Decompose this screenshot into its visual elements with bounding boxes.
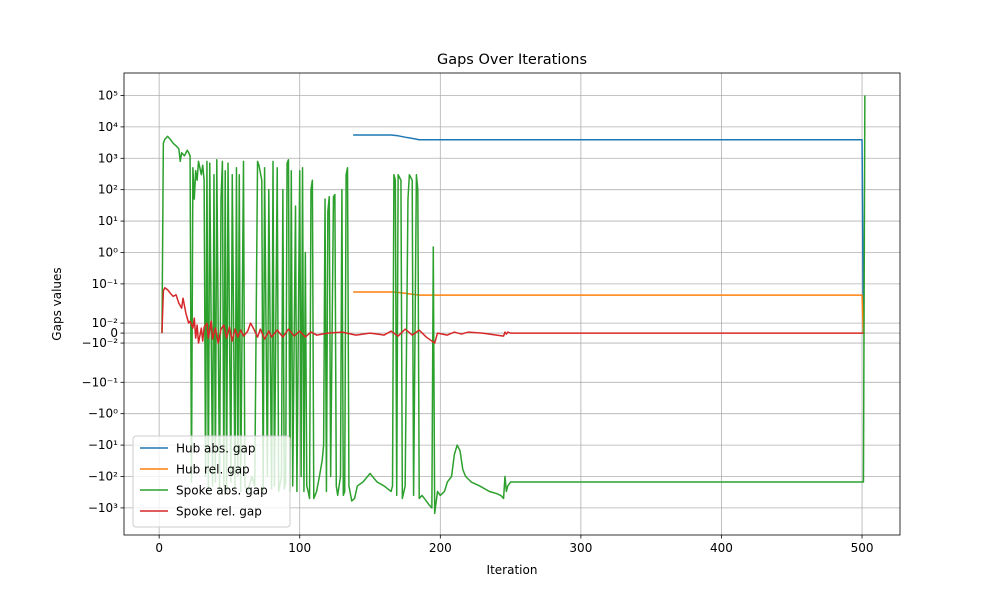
x-tick-label: 200 — [429, 541, 452, 555]
series-line — [353, 291, 865, 334]
y-tick-label: −10⁰ — [88, 407, 118, 421]
y-tick-label: −10¹ — [88, 438, 118, 452]
y-tick-label: 0 — [110, 326, 118, 340]
x-tick-label: 0 — [155, 541, 163, 555]
x-tick-label: 400 — [710, 541, 733, 555]
y-tick-label: −10⁻¹ — [82, 375, 119, 389]
y-tick-label: 10⁻¹ — [92, 277, 119, 291]
y-tick-label: 10¹ — [98, 214, 118, 228]
plot-frame — [123, 72, 901, 536]
y-tick-label: 10⁰ — [98, 245, 118, 259]
series-line — [161, 287, 864, 344]
y-tick-label: 10³ — [98, 151, 118, 165]
x-tick-label: 300 — [569, 541, 592, 555]
x-tick-label: 500 — [851, 541, 874, 555]
y-tick-label: −10² — [88, 469, 118, 483]
y-tick-label: 10⁻² — [92, 316, 119, 330]
series-line — [353, 134, 865, 334]
legend: Hub abs. gap Hub rel. gap Spoke abs. gap Sp… — [132, 435, 291, 528]
legend-label: Hub rel. gap — [176, 463, 250, 477]
y-tick-label: 10² — [98, 183, 118, 197]
x-tick-label: 100 — [288, 541, 311, 555]
grid — [124, 73, 900, 535]
legend-label: Spoke rel. gap — [176, 505, 262, 519]
y-tick-label: −10³ — [88, 501, 118, 515]
legend-label: Hub abs. gap — [176, 442, 256, 456]
y-tick-label: 10⁴ — [98, 120, 118, 134]
x-axis-label: Iteration — [487, 563, 538, 577]
series-line — [161, 95, 866, 515]
y-tick-label: −10⁻² — [82, 336, 119, 350]
legend-box — [132, 435, 291, 528]
y-axis-label: Gaps values — [50, 267, 64, 340]
legend-label: Spoke abs. gap — [176, 484, 268, 498]
chart-title: Gaps Over Iterations — [437, 52, 587, 68]
y-tick-label: 10⁵ — [98, 88, 118, 102]
